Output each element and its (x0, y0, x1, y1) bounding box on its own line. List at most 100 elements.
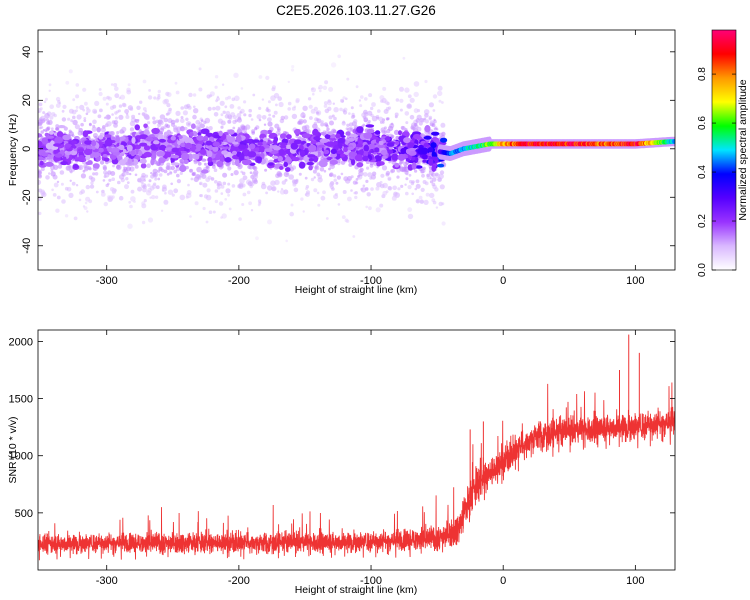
heatmap-cell (435, 206, 439, 209)
heatmap-cell (91, 140, 97, 147)
heatmap-cell (158, 133, 164, 140)
heatmap-cell (414, 169, 418, 173)
heatmap-cell (438, 173, 444, 179)
heatmap-cell (175, 90, 180, 95)
heatmap-cell (85, 112, 89, 116)
snr-series-layer (38, 334, 675, 561)
heatmap-cell (95, 190, 99, 194)
heatmap-cell (143, 129, 150, 136)
heatmap-cell (360, 187, 367, 193)
heatmap-cell (266, 108, 271, 113)
heatmap-cell (125, 115, 130, 119)
heatmap-cell (379, 95, 385, 101)
heatmap-cell (82, 130, 89, 138)
heatmap-cell (195, 125, 201, 130)
heatmap-cell (326, 141, 335, 147)
heatmap-cell (432, 94, 438, 99)
heatmap-cell (61, 117, 67, 122)
heatmap-cell (167, 165, 173, 171)
heatmap-cell (332, 102, 335, 105)
heatmap-cell (360, 95, 364, 99)
heatmap-cell (140, 163, 147, 169)
heatmap-cell (99, 160, 105, 165)
heatmap-cell (47, 119, 53, 125)
heatmap-cell (299, 150, 306, 157)
y-tick-label: -40 (21, 238, 33, 254)
heatmap-cell (75, 83, 80, 87)
heatmap-cell (322, 190, 326, 195)
heatmap-cell (295, 99, 300, 104)
heatmap-cell (116, 164, 122, 171)
heatmap-cell (347, 196, 352, 202)
heatmap-cell (324, 108, 330, 114)
heatmap-cell (232, 141, 239, 145)
heatmap-cell (75, 109, 78, 112)
heatmap-cell (232, 119, 237, 125)
heatmap-cell (370, 106, 374, 111)
heatmap-cell (84, 140, 93, 145)
heatmap-cell (214, 199, 219, 204)
heatmap-cell (56, 127, 60, 130)
heatmap-cell (64, 143, 72, 148)
heatmap-cell (276, 171, 282, 177)
x-tick-label: 0 (500, 575, 506, 587)
heatmap-cell (91, 146, 96, 150)
heatmap-cell (331, 187, 335, 191)
heatmap-cell (424, 79, 428, 84)
heatmap-cell (124, 138, 129, 142)
y-tick-label: 2000 (9, 336, 33, 348)
heatmap-cell (86, 210, 89, 213)
heatmap-cell (45, 142, 53, 150)
heatmap-cell (231, 161, 236, 166)
heatmap-cell (150, 152, 157, 160)
heatmap-cell (106, 121, 112, 127)
heatmap-cell (153, 140, 160, 145)
heatmap-cell (110, 83, 114, 86)
heatmap-cell (273, 145, 281, 151)
heatmap-cell (44, 97, 48, 101)
heatmap-cell (62, 104, 67, 109)
x-tick-label: -300 (96, 575, 118, 587)
heatmap-cell (157, 177, 161, 181)
heatmap-cell (222, 172, 228, 178)
heatmap-cell (376, 161, 382, 167)
heatmap-cell (114, 93, 120, 99)
heatmap-cell (413, 81, 420, 87)
heatmap-cell (252, 93, 256, 97)
heatmap-cell (330, 62, 337, 68)
heatmap-cell (251, 177, 258, 183)
heatmap-cell (165, 151, 172, 158)
heatmap-cell (346, 123, 350, 128)
heatmap-cell (277, 96, 283, 101)
heatmap-cell (38, 140, 43, 148)
heatmap-cell (237, 184, 242, 189)
heatmap-cell (199, 149, 207, 155)
heatmap-cell (273, 110, 278, 115)
heatmap-cell (112, 164, 115, 168)
heatmap-cell (325, 217, 329, 220)
heatmap-cell (267, 185, 273, 191)
heatmap-cell (319, 167, 325, 172)
heatmap-cell (118, 144, 125, 151)
heatmap-cell (397, 153, 406, 161)
heatmap-cell (227, 193, 231, 197)
heatmap-cell (212, 141, 220, 147)
heatmap-cell (262, 140, 267, 145)
heatmap-cell (221, 83, 225, 86)
heatmap-cell (157, 89, 161, 94)
heatmap-cell (359, 104, 363, 108)
heatmap-cell (170, 182, 173, 186)
heatmap-cell (264, 168, 268, 172)
heatmap-cell (73, 216, 78, 221)
heatmap-cell (285, 167, 291, 172)
heatmap-cell (192, 114, 197, 120)
heatmap-cell (259, 146, 265, 153)
heatmap-cell (290, 203, 294, 207)
heatmap-cell (48, 83, 52, 87)
heatmap-cell (167, 189, 174, 195)
heatmap-cell (333, 116, 337, 121)
heatmap-cell (183, 159, 189, 165)
heatmap-cell (298, 161, 306, 169)
heatmap-cell (384, 136, 391, 141)
heatmap-cell (104, 134, 112, 138)
